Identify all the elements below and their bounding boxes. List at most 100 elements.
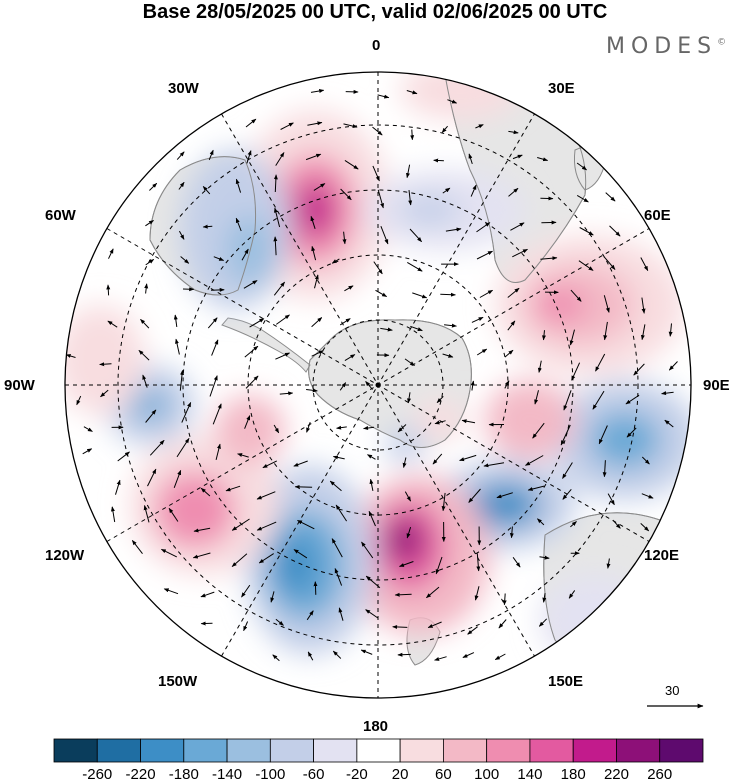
- wind-vector-arrow: [241, 248, 249, 261]
- colorbar-swatch: [399, 738, 444, 763]
- wind-vector-arrow: [512, 248, 528, 258]
- wind-vector-arrow: [640, 257, 649, 272]
- colorbar-tick-label: 140: [517, 766, 543, 783]
- wind-vector-arrow: [560, 424, 571, 446]
- wind-vector-arrow: [331, 258, 340, 264]
- wind-vector-arrow: [444, 323, 457, 328]
- wind-vector-arrow: [372, 126, 383, 136]
- wind-vector-arrow: [510, 222, 525, 231]
- colorbar-tick-label: 260: [647, 766, 673, 783]
- wind-vector-arrow: [331, 538, 343, 558]
- colorbar-swatch: [616, 738, 661, 763]
- wind-vector-arrow: [100, 389, 109, 398]
- longitude-label-60w: 60W: [45, 207, 76, 224]
- wind-vector-arrow: [496, 492, 513, 499]
- wind-vector-arrow: [215, 443, 221, 461]
- wind-vector-arrow: [426, 586, 440, 599]
- wind-vector-arrow: [626, 427, 637, 438]
- longitude-label-30w: 30W: [168, 80, 199, 97]
- wind-vector-arrow: [168, 507, 179, 522]
- wind-vector-arrow: [311, 350, 324, 357]
- wind-vector-arrow: [200, 487, 211, 497]
- map-boundary: [64, 71, 692, 699]
- wind-vector-arrow: [279, 391, 294, 396]
- wind-vector-arrow: [483, 462, 505, 468]
- wind-vector-arrow: [235, 217, 242, 232]
- colorbar-tick-label: -260: [82, 766, 113, 783]
- wind-vector-arrow: [468, 488, 481, 503]
- wind-vector-arrow: [344, 354, 356, 362]
- wind-vector-arrow: [434, 420, 446, 425]
- wind-vector-arrow: [115, 479, 121, 495]
- wind-vector-arrow: [149, 182, 158, 191]
- wind-vector-arrow: [377, 189, 384, 209]
- wind-vector-arrow: [537, 157, 549, 162]
- wind-vector-arrow: [532, 422, 545, 439]
- colorbar-swatch: [269, 738, 315, 763]
- wind-vector-arrow: [476, 348, 488, 356]
- wind-vector-arrow: [272, 654, 280, 662]
- wind-vector-arrow: [407, 261, 423, 272]
- wind-vector-arrow: [369, 478, 374, 491]
- wind-vector-arrow: [249, 318, 265, 328]
- wind-vector-arrow: [360, 649, 373, 655]
- wind-vector-arrow: [404, 491, 412, 502]
- wind-vector-arrow: [412, 292, 428, 299]
- wind-vector-arrow: [213, 256, 225, 261]
- wind-vector-arrow: [245, 118, 257, 128]
- wind-vector-arrow: [468, 153, 473, 165]
- wind-vector-arrow: [372, 165, 380, 182]
- wind-vector-arrow: [633, 363, 645, 376]
- wind-vector-arrow: [442, 353, 454, 358]
- wind-vector-arrow: [329, 480, 342, 492]
- wind-vector-arrow: [273, 424, 280, 434]
- wind-vector-arrow: [474, 586, 480, 601]
- wind-vector-arrow: [661, 391, 674, 396]
- wind-vector-arrow: [202, 186, 211, 195]
- wind-vector-arrow: [447, 99, 458, 104]
- wind-vector-arrow: [512, 154, 523, 160]
- wind-vector-arrow: [275, 152, 285, 166]
- wind-vector-arrow: [244, 415, 251, 429]
- wind-vector-arrow: [641, 456, 650, 465]
- wind-vector-arrow: [361, 541, 374, 559]
- wind-vector-arrow: [578, 260, 594, 271]
- colorbar-swatch: [486, 738, 531, 763]
- wind-vector-arrow: [435, 556, 443, 575]
- wind-vector-arrow: [138, 349, 150, 361]
- wind-vector-arrow: [498, 619, 507, 629]
- wind-vector-arrow: [432, 453, 443, 465]
- colorbar-tick-label: -60: [302, 766, 325, 783]
- wind-vector-arrow: [336, 425, 347, 430]
- wind-vector-arrow: [392, 624, 408, 629]
- wind-vector-arrow: [668, 361, 678, 371]
- wind-vector-arrow: [273, 174, 278, 193]
- wind-vector-arrow: [145, 219, 154, 227]
- wind-vector-arrow: [402, 457, 407, 468]
- wind-vector-arrow: [603, 256, 616, 270]
- wind-vector-arrow: [306, 610, 314, 621]
- wind-vector-arrow: [313, 581, 318, 595]
- wind-vector-arrow: [181, 401, 192, 423]
- wind-vector-arrow: [307, 651, 314, 661]
- wind-vector-arrow: [504, 349, 514, 358]
- wind-vector-arrow: [338, 607, 344, 621]
- colorbar-swatch: [529, 738, 574, 763]
- wind-vector-arrow: [598, 425, 608, 445]
- wind-vectors: [65, 88, 678, 662]
- longitude-label-90e: 90E: [703, 377, 730, 394]
- map-title: Base 28/05/2025 00 UTC, valid 02/06/2025…: [142, 1, 608, 23]
- wind-vector-arrow: [243, 621, 249, 632]
- colorbar-swatch: [659, 738, 704, 763]
- wind-vector-arrow: [668, 323, 673, 337]
- wind-vector-arrow: [332, 650, 342, 659]
- wind-vector-arrow: [562, 488, 572, 500]
- wind-vector-arrow: [365, 381, 373, 390]
- wind-vector-arrow: [471, 316, 484, 323]
- wind-vector-arrow: [245, 375, 259, 389]
- wind-vector-arrow: [270, 591, 275, 603]
- wind-vector-arrow: [176, 437, 190, 458]
- wind-vector-arrow: [595, 353, 606, 372]
- colorbar-tick-label: -20: [346, 766, 368, 783]
